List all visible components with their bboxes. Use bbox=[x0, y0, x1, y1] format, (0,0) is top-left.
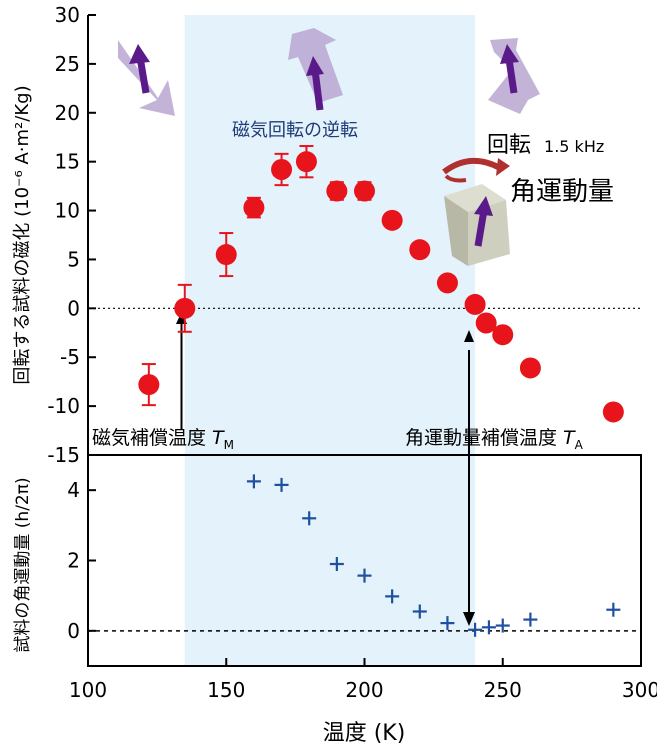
y-tick-label: -5 bbox=[60, 345, 80, 369]
data-point bbox=[495, 618, 510, 633]
y-tick-label: 2 bbox=[67, 549, 80, 573]
y-tick-label: 0 bbox=[67, 619, 80, 643]
y-tick-label: 20 bbox=[55, 101, 80, 125]
band-label: 磁気回転の逆転 bbox=[232, 120, 358, 141]
data-point bbox=[440, 616, 455, 631]
purple-arrow-icon-left bbox=[118, 40, 175, 116]
top-ylabel: 回転する試料の磁化 (10⁻⁶ A·m²/Kg) bbox=[12, 85, 33, 384]
angular-momentum-label: 角運動量 bbox=[510, 177, 614, 207]
x-tick-label: 150 bbox=[207, 678, 245, 702]
data-point bbox=[174, 297, 196, 319]
reversal-band bbox=[184, 15, 476, 666]
top-yticks: -15 -10 -5 0 5 10 15 20 25 30 bbox=[47, 3, 96, 467]
ta-arrow bbox=[463, 330, 475, 626]
data-point bbox=[468, 622, 483, 637]
x-tick-label: 100 bbox=[69, 678, 107, 702]
ta-label: 角運動量補償温度 TA bbox=[405, 427, 584, 452]
data-point bbox=[381, 209, 403, 231]
data-point bbox=[606, 602, 621, 617]
rotating-block-icon bbox=[444, 184, 510, 266]
data-point bbox=[274, 477, 289, 492]
data-point bbox=[481, 620, 496, 635]
y-tick-label: 10 bbox=[55, 199, 80, 223]
y-tick-label: -10 bbox=[47, 394, 80, 418]
y-tick-label: 30 bbox=[55, 3, 80, 27]
bottom-yticks: 0 2 4 bbox=[67, 478, 96, 643]
x-tick-label: 250 bbox=[484, 678, 522, 702]
data-point bbox=[523, 612, 538, 627]
y-tick-label: 15 bbox=[55, 150, 80, 174]
data-point bbox=[329, 557, 344, 572]
purple-arrow-icon-right bbox=[488, 38, 540, 114]
y-tick-label: 25 bbox=[55, 52, 80, 76]
data-point bbox=[519, 357, 541, 379]
y-tick-label: 0 bbox=[67, 296, 80, 320]
data-point bbox=[357, 568, 372, 583]
x-axis-label: 温度 (K) bbox=[323, 721, 406, 746]
data-point bbox=[385, 589, 400, 604]
y-tick-label: 4 bbox=[67, 478, 80, 502]
data-point bbox=[409, 239, 431, 261]
y-tick-label: -15 bbox=[47, 443, 80, 467]
bottom-ylabel: 試料の角運動量 (h/2π) bbox=[13, 477, 33, 652]
data-point bbox=[302, 511, 317, 526]
tm-label: 磁気補償温度 TM bbox=[92, 427, 234, 452]
x-tick-label: 300 bbox=[622, 678, 657, 702]
data-point bbox=[475, 312, 497, 334]
data-point bbox=[464, 293, 486, 315]
xticks: 100 150 200 250 300 bbox=[69, 658, 657, 702]
data-point bbox=[602, 401, 624, 423]
data-point bbox=[412, 604, 427, 619]
data-point bbox=[271, 158, 293, 180]
data-point bbox=[326, 180, 348, 202]
rotation-arrow-icon bbox=[442, 158, 510, 183]
rotation-label: 回転 1.5 kHz bbox=[487, 133, 604, 158]
data-point bbox=[243, 197, 265, 219]
data-point bbox=[246, 474, 261, 489]
y-tick-label: 5 bbox=[67, 247, 80, 271]
data-point bbox=[354, 180, 375, 202]
data-point bbox=[215, 244, 237, 266]
x-tick-label: 200 bbox=[345, 678, 383, 702]
data-point bbox=[492, 324, 514, 346]
angular-momentum-series bbox=[246, 474, 621, 637]
data-point bbox=[295, 151, 317, 173]
magnetization-series bbox=[138, 145, 624, 423]
purple-arrow-icon-center bbox=[288, 28, 343, 111]
data-point bbox=[138, 374, 160, 396]
data-point bbox=[436, 272, 458, 294]
